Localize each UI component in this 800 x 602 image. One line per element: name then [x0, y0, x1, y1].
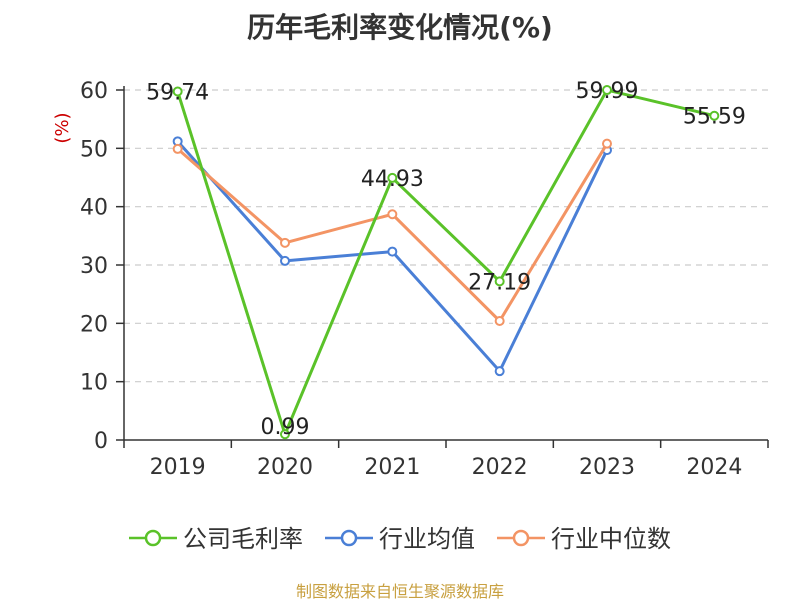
data-label: 55.59 — [683, 105, 746, 130]
x-tick-label: 2024 — [686, 455, 742, 480]
x-tick-label: 2021 — [364, 455, 420, 480]
data-point — [387, 246, 398, 257]
data-point — [709, 110, 720, 121]
data-point — [494, 276, 505, 287]
data-point — [602, 85, 612, 96]
legend-item[interactable]: 行业中位数 — [497, 519, 671, 554]
data-point — [280, 255, 290, 266]
y-tick-label: 0 — [94, 429, 108, 454]
x-tick-label: 2020 — [257, 455, 313, 480]
legend: 公司毛利率 行业均值 行业中位数 — [0, 518, 800, 554]
data-point — [280, 237, 290, 248]
legend-label: 行业均值 — [379, 524, 475, 553]
y-tick-label: 50 — [80, 137, 108, 162]
x-tick-label: 2022 — [472, 455, 528, 480]
y-tick-label: 10 — [80, 371, 108, 396]
x-tick-label: 2023 — [579, 455, 635, 480]
legend-marker-icon — [129, 526, 177, 547]
legend-marker-icon — [325, 526, 373, 547]
source-note: 制图数据来自恒生聚源数据库 — [295, 582, 504, 601]
legend-item[interactable]: 行业均值 — [325, 519, 475, 554]
data-label: 59.74 — [146, 81, 209, 106]
legend-item[interactable]: 公司毛利率 — [129, 519, 303, 554]
data-point — [172, 143, 183, 154]
data-point — [494, 366, 505, 377]
legend-label: 公司毛利率 — [183, 524, 303, 553]
data-point — [172, 86, 183, 97]
y-tick-label: 60 — [80, 79, 108, 104]
data-point — [602, 138, 612, 149]
x-tick-label: 2019 — [150, 455, 206, 480]
legend-label: 行业中位数 — [551, 524, 671, 553]
data-label: 59.99 — [576, 79, 639, 104]
data-label: 0.99 — [261, 415, 310, 440]
data-point — [387, 172, 398, 183]
chart-title: 历年毛利率变化情况(%) — [247, 11, 553, 44]
y-tick-label: 40 — [80, 196, 108, 221]
y-tick-label: 30 — [80, 254, 108, 279]
data-label: 27.19 — [468, 270, 531, 295]
legend-marker-icon — [497, 526, 545, 547]
series-line — [176, 88, 715, 436]
data-label: 44.93 — [361, 167, 424, 192]
data-point — [387, 209, 398, 220]
data-point — [494, 316, 505, 326]
data-point — [280, 429, 290, 440]
y-axis-label: (%) — [52, 112, 73, 143]
y-tick-label: 20 — [80, 312, 108, 337]
